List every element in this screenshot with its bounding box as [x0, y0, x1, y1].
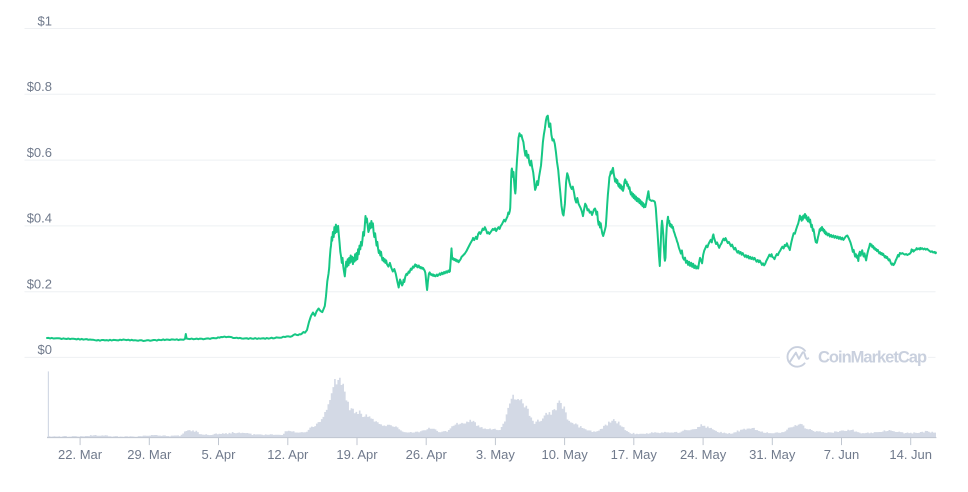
svg-text:24. May: 24. May — [680, 447, 727, 462]
svg-text:12. Apr: 12. Apr — [267, 447, 309, 462]
svg-text:$0.6: $0.6 — [27, 145, 52, 160]
svg-text:29. Mar: 29. Mar — [127, 447, 172, 462]
svg-text:7. Jun: 7. Jun — [824, 447, 859, 462]
svg-text:14. Jun: 14. Jun — [889, 447, 932, 462]
svg-text:26. Apr: 26. Apr — [406, 447, 448, 462]
svg-text:5. Apr: 5. Apr — [202, 447, 237, 462]
svg-text:22. Mar: 22. Mar — [58, 447, 103, 462]
svg-text:10. May: 10. May — [541, 447, 588, 462]
svg-text:CoinMarketCap: CoinMarketCap — [818, 349, 927, 367]
svg-text:$0.2: $0.2 — [27, 277, 52, 292]
svg-text:$1: $1 — [38, 13, 52, 28]
svg-text:$0.4: $0.4 — [27, 211, 52, 226]
svg-text:$0.8: $0.8 — [27, 79, 52, 94]
svg-text:19. Apr: 19. Apr — [336, 447, 378, 462]
svg-text:17. May: 17. May — [611, 447, 658, 462]
svg-text:3. May: 3. May — [476, 447, 516, 462]
svg-text:$0: $0 — [38, 342, 52, 357]
svg-text:31. May: 31. May — [749, 447, 796, 462]
